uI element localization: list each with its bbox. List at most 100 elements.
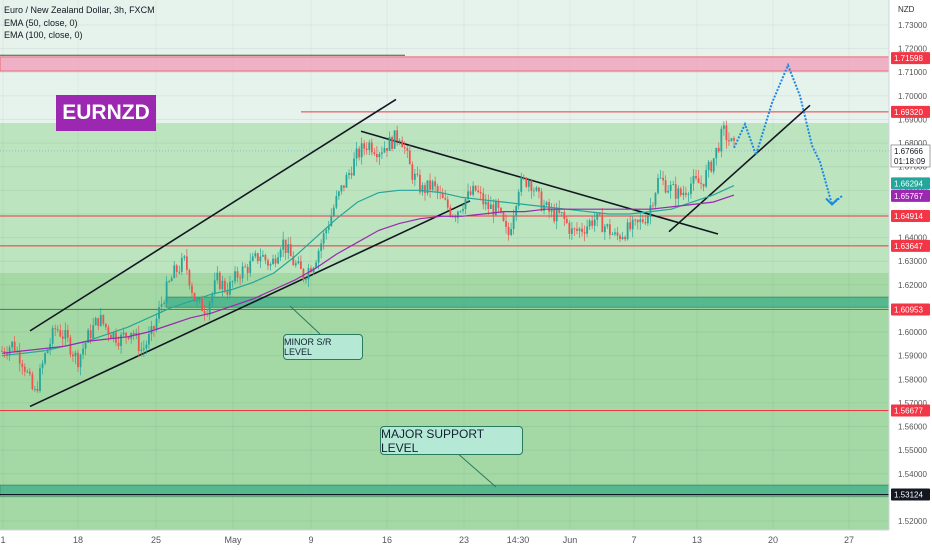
candle-body <box>543 205 545 211</box>
candle-body <box>196 300 198 302</box>
channel-upper <box>29 98 397 332</box>
candle-body <box>616 232 619 236</box>
price-level-tag-label: 1.60953 <box>894 306 923 315</box>
candle-body <box>332 207 335 216</box>
candle-body <box>34 388 36 390</box>
candle-body <box>239 277 241 279</box>
candle-body <box>97 317 100 326</box>
candle-body <box>142 348 145 350</box>
candle-body <box>401 140 404 148</box>
candle-body <box>292 256 295 266</box>
candle-body <box>125 332 128 337</box>
candle-body <box>396 130 399 141</box>
candle-body <box>267 260 269 266</box>
candle-body <box>538 187 540 192</box>
price-level-tag-label: 1.56677 <box>894 407 923 416</box>
candle-body <box>302 269 305 280</box>
candle-body <box>454 216 457 218</box>
candle-body <box>120 334 122 347</box>
candle-body <box>150 326 153 334</box>
resistance-zone <box>0 56 890 72</box>
candle-body <box>611 234 614 236</box>
candle-body <box>722 125 725 129</box>
candle-body <box>82 348 84 355</box>
candle-body <box>545 202 548 206</box>
candle-body <box>160 303 163 308</box>
price-tick-label: 1.72000 <box>898 45 927 54</box>
candle-body <box>712 158 715 172</box>
candle-body <box>44 353 46 364</box>
candle-body <box>218 272 221 290</box>
candle-body <box>467 191 469 200</box>
candle-body <box>289 244 292 257</box>
candle-body <box>459 210 462 212</box>
candle-body <box>163 302 166 304</box>
candle-body <box>49 343 52 350</box>
time-tick-label: 23 <box>459 535 469 545</box>
candle-body <box>51 328 54 344</box>
rising-line <box>668 104 811 233</box>
candle-body <box>246 267 249 274</box>
legend-ema100[interactable]: EMA (100, close, 0) <box>4 30 83 40</box>
candle-body <box>350 173 353 176</box>
price-tick-label: 1.57000 <box>898 399 927 408</box>
candle-body <box>603 226 606 233</box>
ema100-line <box>1 194 735 354</box>
candle-body <box>717 147 720 152</box>
channel-lower <box>29 200 471 408</box>
candle-body <box>386 148 388 151</box>
candle-body <box>426 180 429 194</box>
legend-ema50[interactable]: EMA (50, close, 0) <box>4 17 78 28</box>
candle-body <box>431 181 434 190</box>
candle-body <box>365 148 368 150</box>
candle-body <box>462 208 464 211</box>
candle-body <box>261 254 264 257</box>
price-tick-label: 1.73000 <box>898 21 927 30</box>
candle-body <box>570 228 573 234</box>
candle-body <box>608 224 611 235</box>
candle-body <box>558 208 561 213</box>
candle-body <box>148 333 150 345</box>
candle-body <box>92 325 95 339</box>
candle-body <box>512 216 515 229</box>
price-tick-label: 1.56000 <box>898 423 927 432</box>
candle-body <box>728 140 730 142</box>
candle-body <box>13 341 16 352</box>
candle-body <box>231 281 234 283</box>
candle-body <box>94 317 97 326</box>
candle-body <box>449 207 452 216</box>
time-tick-label: 20 <box>768 535 778 545</box>
candle-body <box>682 192 685 196</box>
candle-body <box>588 220 591 227</box>
candle-body <box>84 342 87 349</box>
candle-body <box>413 173 416 180</box>
candle-body <box>317 250 320 263</box>
price-level-tag-label: 1.53124 <box>894 490 923 499</box>
candle-body <box>540 191 543 211</box>
candle-body <box>11 341 14 348</box>
candle-body <box>583 232 586 234</box>
price-tick-label: 1.55000 <box>898 446 927 455</box>
price-level-tag-label: 1.65767 <box>894 192 923 201</box>
legend-symbol[interactable]: Euro / New Zealand Dollar, 3h, FXCM <box>4 5 155 15</box>
candle-body <box>198 298 201 301</box>
candle-body <box>593 219 596 226</box>
time-tick-label: May <box>224 535 242 545</box>
candle-body <box>393 130 396 149</box>
minor-callout-pointer <box>289 305 321 335</box>
candle-body <box>104 323 107 328</box>
candle-body <box>702 183 705 187</box>
candle-body <box>639 219 642 223</box>
candle-body <box>416 173 419 175</box>
price-level-tag-label: 1.66294 <box>894 179 923 188</box>
candle-body <box>102 314 105 324</box>
candle-body <box>310 268 312 273</box>
time-tick-label: Jun <box>563 535 578 545</box>
candle-body <box>674 184 677 199</box>
candle-body <box>89 330 92 339</box>
projection-path <box>733 62 844 207</box>
candle-body <box>563 212 566 219</box>
time-tick-label: 16 <box>382 535 392 545</box>
candle-body <box>297 261 300 264</box>
